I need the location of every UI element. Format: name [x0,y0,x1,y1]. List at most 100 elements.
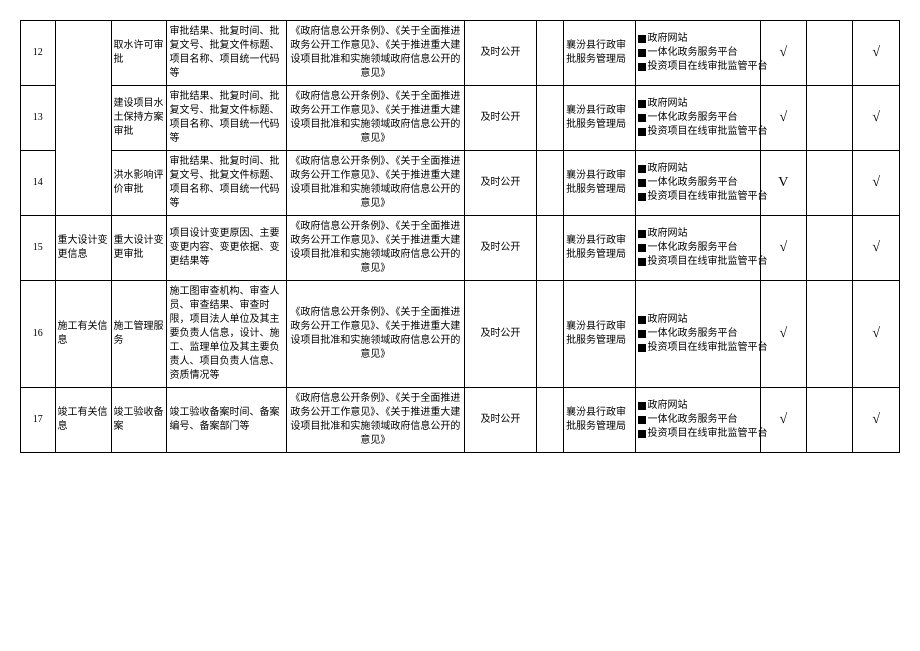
table-row: 14 洪水影响评价审批审批结果、批复时间、批复文号、批复文件标题、项目名称、项目统… [21,151,900,216]
check-1: √ [760,216,806,281]
empty-col [536,21,563,86]
channel-item: 政府网站 [638,399,758,413]
square-icon [638,100,646,108]
empty-col [536,151,563,216]
channel-item: 投资项目在线审批监管平台 [638,60,758,74]
timing: 及时公开 [465,21,536,86]
check-1: √ [760,388,806,453]
legal-basis: 《政府信息公开条例》、《关于全面推进政务公开工作意见》、《关于推进重大建设项目批… [286,388,465,453]
content-desc: 竣工验收备案时间、备案编号、备案部门等 [167,388,286,453]
empty-col [536,216,563,281]
row-number: 13 [21,86,56,151]
channel-item: 投资项目在线审批监管平台 [638,427,758,441]
square-icon [638,128,646,136]
timing: 及时公开 [465,388,536,453]
empty-col [536,281,563,388]
empty-col [536,388,563,453]
square-icon [638,416,646,424]
square-icon [638,430,646,438]
channels: 政府网站一体化政务服务平台投资项目在线审批监管平台 [635,151,760,216]
check-2 [807,21,853,86]
category-l1: 施工有关信息 [55,281,111,388]
timing: 及时公开 [465,281,536,388]
check-3: √ [853,281,900,388]
content-desc: 审批结果、批复时间、批复文号、批复文件标题、项目名称、项目统一代码等 [167,21,286,86]
table-row: 13 建设项目水土保持方案审批审批结果、批复时间、批复文号、批复文件标题、项目名称… [21,86,900,151]
channel-item: 一体化政务服务平台 [638,111,758,125]
channels: 政府网站一体化政务服务平台投资项目在线审批监管平台 [635,216,760,281]
row-number: 14 [21,151,56,216]
check-3: √ [853,86,900,151]
square-icon [638,258,646,266]
channel-item: 政府网站 [638,313,758,327]
legal-basis: 《政府信息公开条例》、《关于全面推进政务公开工作意见》、《关于推进重大建设项目批… [286,281,465,388]
check-3: √ [853,388,900,453]
timing: 及时公开 [465,151,536,216]
disclosure-table: 12取水许可审批审批结果、批复时间、批复文号、批复文件标题、项目名称、项目统一代… [20,20,900,453]
legal-basis: 《政府信息公开条例》、《关于全面推进政务公开工作意见》、《关于推进重大建设项目批… [286,151,465,216]
channel-item: 政府网站 [638,162,758,176]
category-l1 [55,21,111,216]
square-icon [638,35,646,43]
channels: 政府网站一体化政务服务平台投资项目在线审批监管平台 [635,21,760,86]
square-icon [638,330,646,338]
channel-item: 政府网站 [638,227,758,241]
legal-basis: 《政府信息公开条例》、《关于全面推进政务公开工作意见》、《关于推进重大建设项目批… [286,21,465,86]
square-icon [638,165,646,173]
channel-item: 政府网站 [638,32,758,46]
channel-item: 投资项目在线审批监管平台 [638,255,758,269]
category-l2: 重大设计变更审批 [111,216,167,281]
legal-basis: 《政府信息公开条例》、《关于全面推进政务公开工作意见》、《关于推进重大建设项目批… [286,216,465,281]
check-1: √ [760,21,806,86]
table-row: 12 取水许可审批审批结果、批复时间、批复文号、批复文件标题、项目名称、项目统一代… [21,21,900,86]
empty-col [536,86,563,151]
org: 襄汾县行政审批服务管理局 [564,86,635,151]
channels: 政府网站一体化政务服务平台投资项目在线审批监管平台 [635,388,760,453]
content-desc: 项目设计变更原因、主要变更内容、变更依据、变更结果等 [167,216,286,281]
channels: 政府网站一体化政务服务平台投资项目在线审批监管平台 [635,281,760,388]
row-number: 12 [21,21,56,86]
channel-item: 投资项目在线审批监管平台 [638,125,758,139]
content-desc: 审批结果、批复时间、批复文号、批复文件标题、项目名称、项目统一代码等 [167,151,286,216]
check-2 [807,281,853,388]
square-icon [638,179,646,187]
square-icon [638,344,646,352]
category-l1: 重大设计变更信息 [55,216,111,281]
org: 襄汾县行政审批服务管理局 [564,281,635,388]
channel-item: 一体化政务服务平台 [638,241,758,255]
legal-basis: 《政府信息公开条例》、《关于全面推进政务公开工作意见》、《关于推进重大建设项目批… [286,86,465,151]
square-icon [638,63,646,71]
check-1: V [760,151,806,216]
channel-item: 投资项目在线审批监管平台 [638,190,758,204]
channels: 政府网站一体化政务服务平台投资项目在线审批监管平台 [635,86,760,151]
square-icon [638,402,646,410]
category-l2: 建设项目水土保持方案审批 [111,86,167,151]
square-icon [638,114,646,122]
category-l1: 竣工有关信息 [55,388,111,453]
row-number: 17 [21,388,56,453]
org: 襄汾县行政审批服务管理局 [564,151,635,216]
table-row: 15重大设计变更信息重大设计变更审批项目设计变更原因、主要变更内容、变更依据、变… [21,216,900,281]
check-2 [807,216,853,281]
square-icon [638,230,646,238]
square-icon [638,244,646,252]
category-l2: 取水许可审批 [111,21,167,86]
content-desc: 审批结果、批复时间、批复文号、批复文件标题、项目名称、项目统一代码等 [167,86,286,151]
category-l2: 施工管理服务 [111,281,167,388]
channel-item: 一体化政务服务平台 [638,46,758,60]
check-2 [807,151,853,216]
timing: 及时公开 [465,216,536,281]
org: 襄汾县行政审批服务管理局 [564,21,635,86]
category-l2: 洪水影响评价审批 [111,151,167,216]
check-2 [807,86,853,151]
check-2 [807,388,853,453]
content-desc: 施工图审查机构、审查人员、审查结果、审查时限，项目法人单位及其主要负责人信息，设… [167,281,286,388]
row-number: 16 [21,281,56,388]
check-3: √ [853,216,900,281]
square-icon [638,316,646,324]
check-3: √ [853,21,900,86]
org: 襄汾县行政审批服务管理局 [564,216,635,281]
check-1: √ [760,281,806,388]
square-icon [638,193,646,201]
org: 襄汾县行政审批服务管理局 [564,388,635,453]
